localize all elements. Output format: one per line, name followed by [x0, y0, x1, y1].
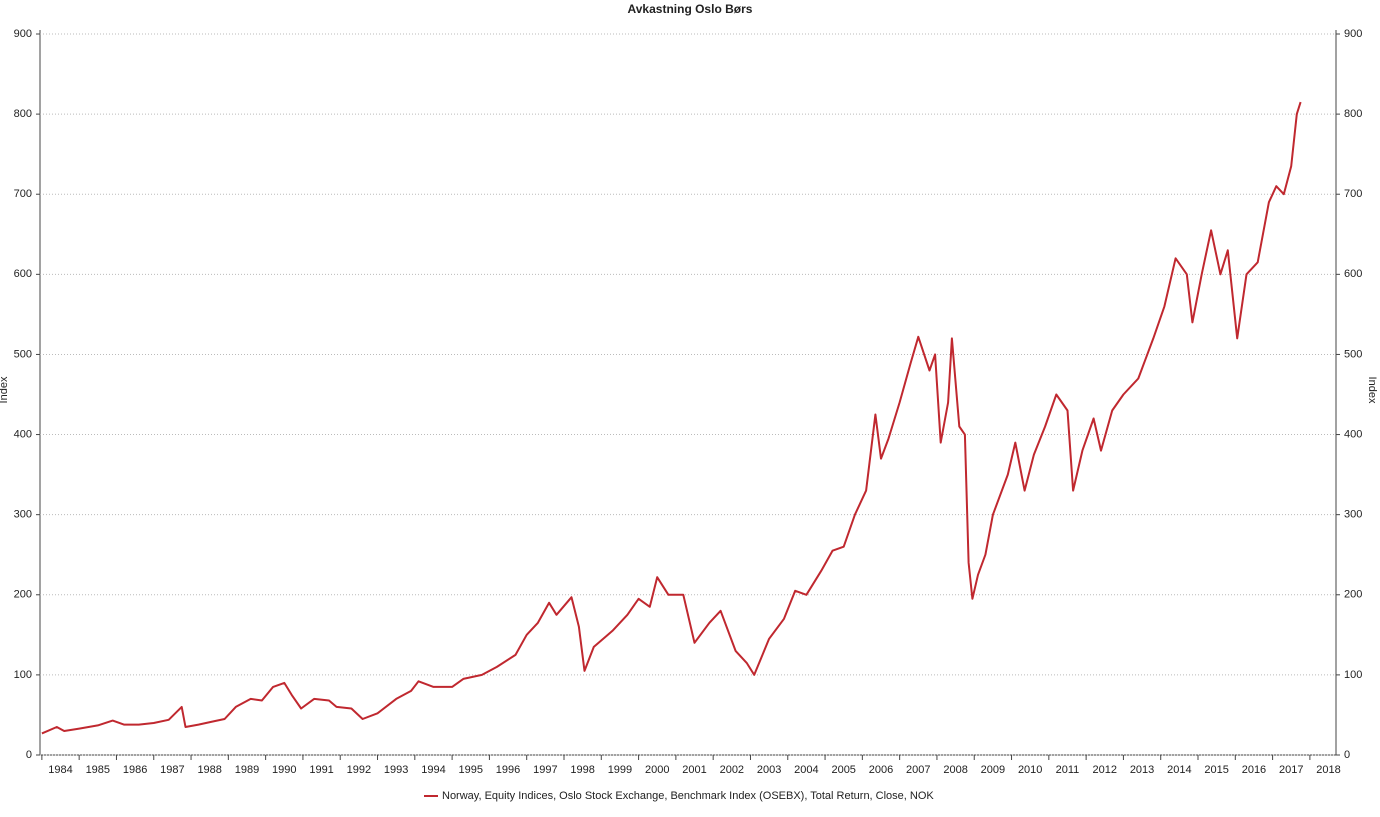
x-tick-label: 2004	[794, 764, 818, 776]
x-tick-label: 1992	[347, 764, 371, 776]
x-tick-label: 2003	[757, 764, 781, 776]
y-tick-label: 0	[26, 749, 32, 761]
x-tick-label: 2017	[1279, 764, 1303, 776]
x-tick-label: 2018	[1316, 764, 1340, 776]
x-tick-label: 2016	[1242, 764, 1266, 776]
data-line	[41, 101, 1302, 735]
x-tick-label: 2000	[645, 764, 669, 776]
x-tick-label: 1990	[272, 764, 296, 776]
chart-title: Avkastning Oslo Børs	[628, 2, 753, 16]
x-tick-label: 2006	[869, 764, 893, 776]
x-tick-label: 1985	[86, 764, 110, 776]
x-tick-label: 2009	[981, 764, 1005, 776]
y2-axis-label: Index	[1366, 377, 1378, 404]
x-tick-label: 2007	[906, 764, 930, 776]
x-tick-label: 1995	[459, 764, 483, 776]
y2-tick-label: 900	[1344, 28, 1362, 40]
x-tick-label: 2013	[1130, 764, 1154, 776]
x-tick-label: 1989	[235, 764, 259, 776]
y-tick-label: 100	[14, 669, 32, 681]
y-tick-label: 700	[14, 188, 32, 200]
x-tick-label: 1993	[384, 764, 408, 776]
y2-tick-label: 500	[1344, 348, 1362, 360]
x-tick-label: 1999	[608, 764, 632, 776]
y-tick-label: 200	[14, 589, 32, 601]
x-tick-label: 1987	[160, 764, 184, 776]
y2-tick-label: 0	[1344, 749, 1350, 761]
y-tick-label: 800	[14, 108, 32, 120]
x-tick-label: 2001	[682, 764, 706, 776]
x-tick-label: 2002	[720, 764, 744, 776]
legend-label: Norway, Equity Indices, Oslo Stock Excha…	[442, 790, 934, 802]
x-tick-label: 1996	[496, 764, 520, 776]
y-tick-label: 900	[14, 28, 32, 40]
x-tick-label: 2012	[1093, 764, 1117, 776]
y-axis-label: Index	[0, 376, 10, 403]
x-tick-label: 1986	[123, 764, 147, 776]
x-tick-label: 1998	[570, 764, 594, 776]
y2-tick-label: 200	[1344, 589, 1362, 601]
y2-tick-label: 400	[1344, 428, 1362, 440]
y-tick-label: 500	[14, 348, 32, 360]
y2-tick-label: 100	[1344, 669, 1362, 681]
x-tick-label: 1997	[533, 764, 557, 776]
x-tick-label: 2011	[1056, 764, 1080, 776]
x-tick-label: 2015	[1204, 764, 1228, 776]
x-tick-label: 2010	[1018, 764, 1042, 776]
x-tick-label: 1994	[421, 764, 445, 776]
y-tick-label: 400	[14, 428, 32, 440]
y2-tick-label: 600	[1344, 268, 1362, 280]
x-tick-label: 1991	[309, 764, 333, 776]
x-tick-label: 2008	[943, 764, 967, 776]
y-tick-label: 300	[14, 509, 32, 521]
x-tick-label: 2005	[831, 764, 855, 776]
x-tick-label: 2014	[1167, 764, 1191, 776]
y2-tick-label: 300	[1344, 509, 1362, 521]
x-tick-label: 1984	[48, 764, 72, 776]
x-tick-label: 1988	[197, 764, 221, 776]
y-tick-label: 600	[14, 268, 32, 280]
y2-tick-label: 800	[1344, 108, 1362, 120]
y2-tick-label: 700	[1344, 188, 1362, 200]
